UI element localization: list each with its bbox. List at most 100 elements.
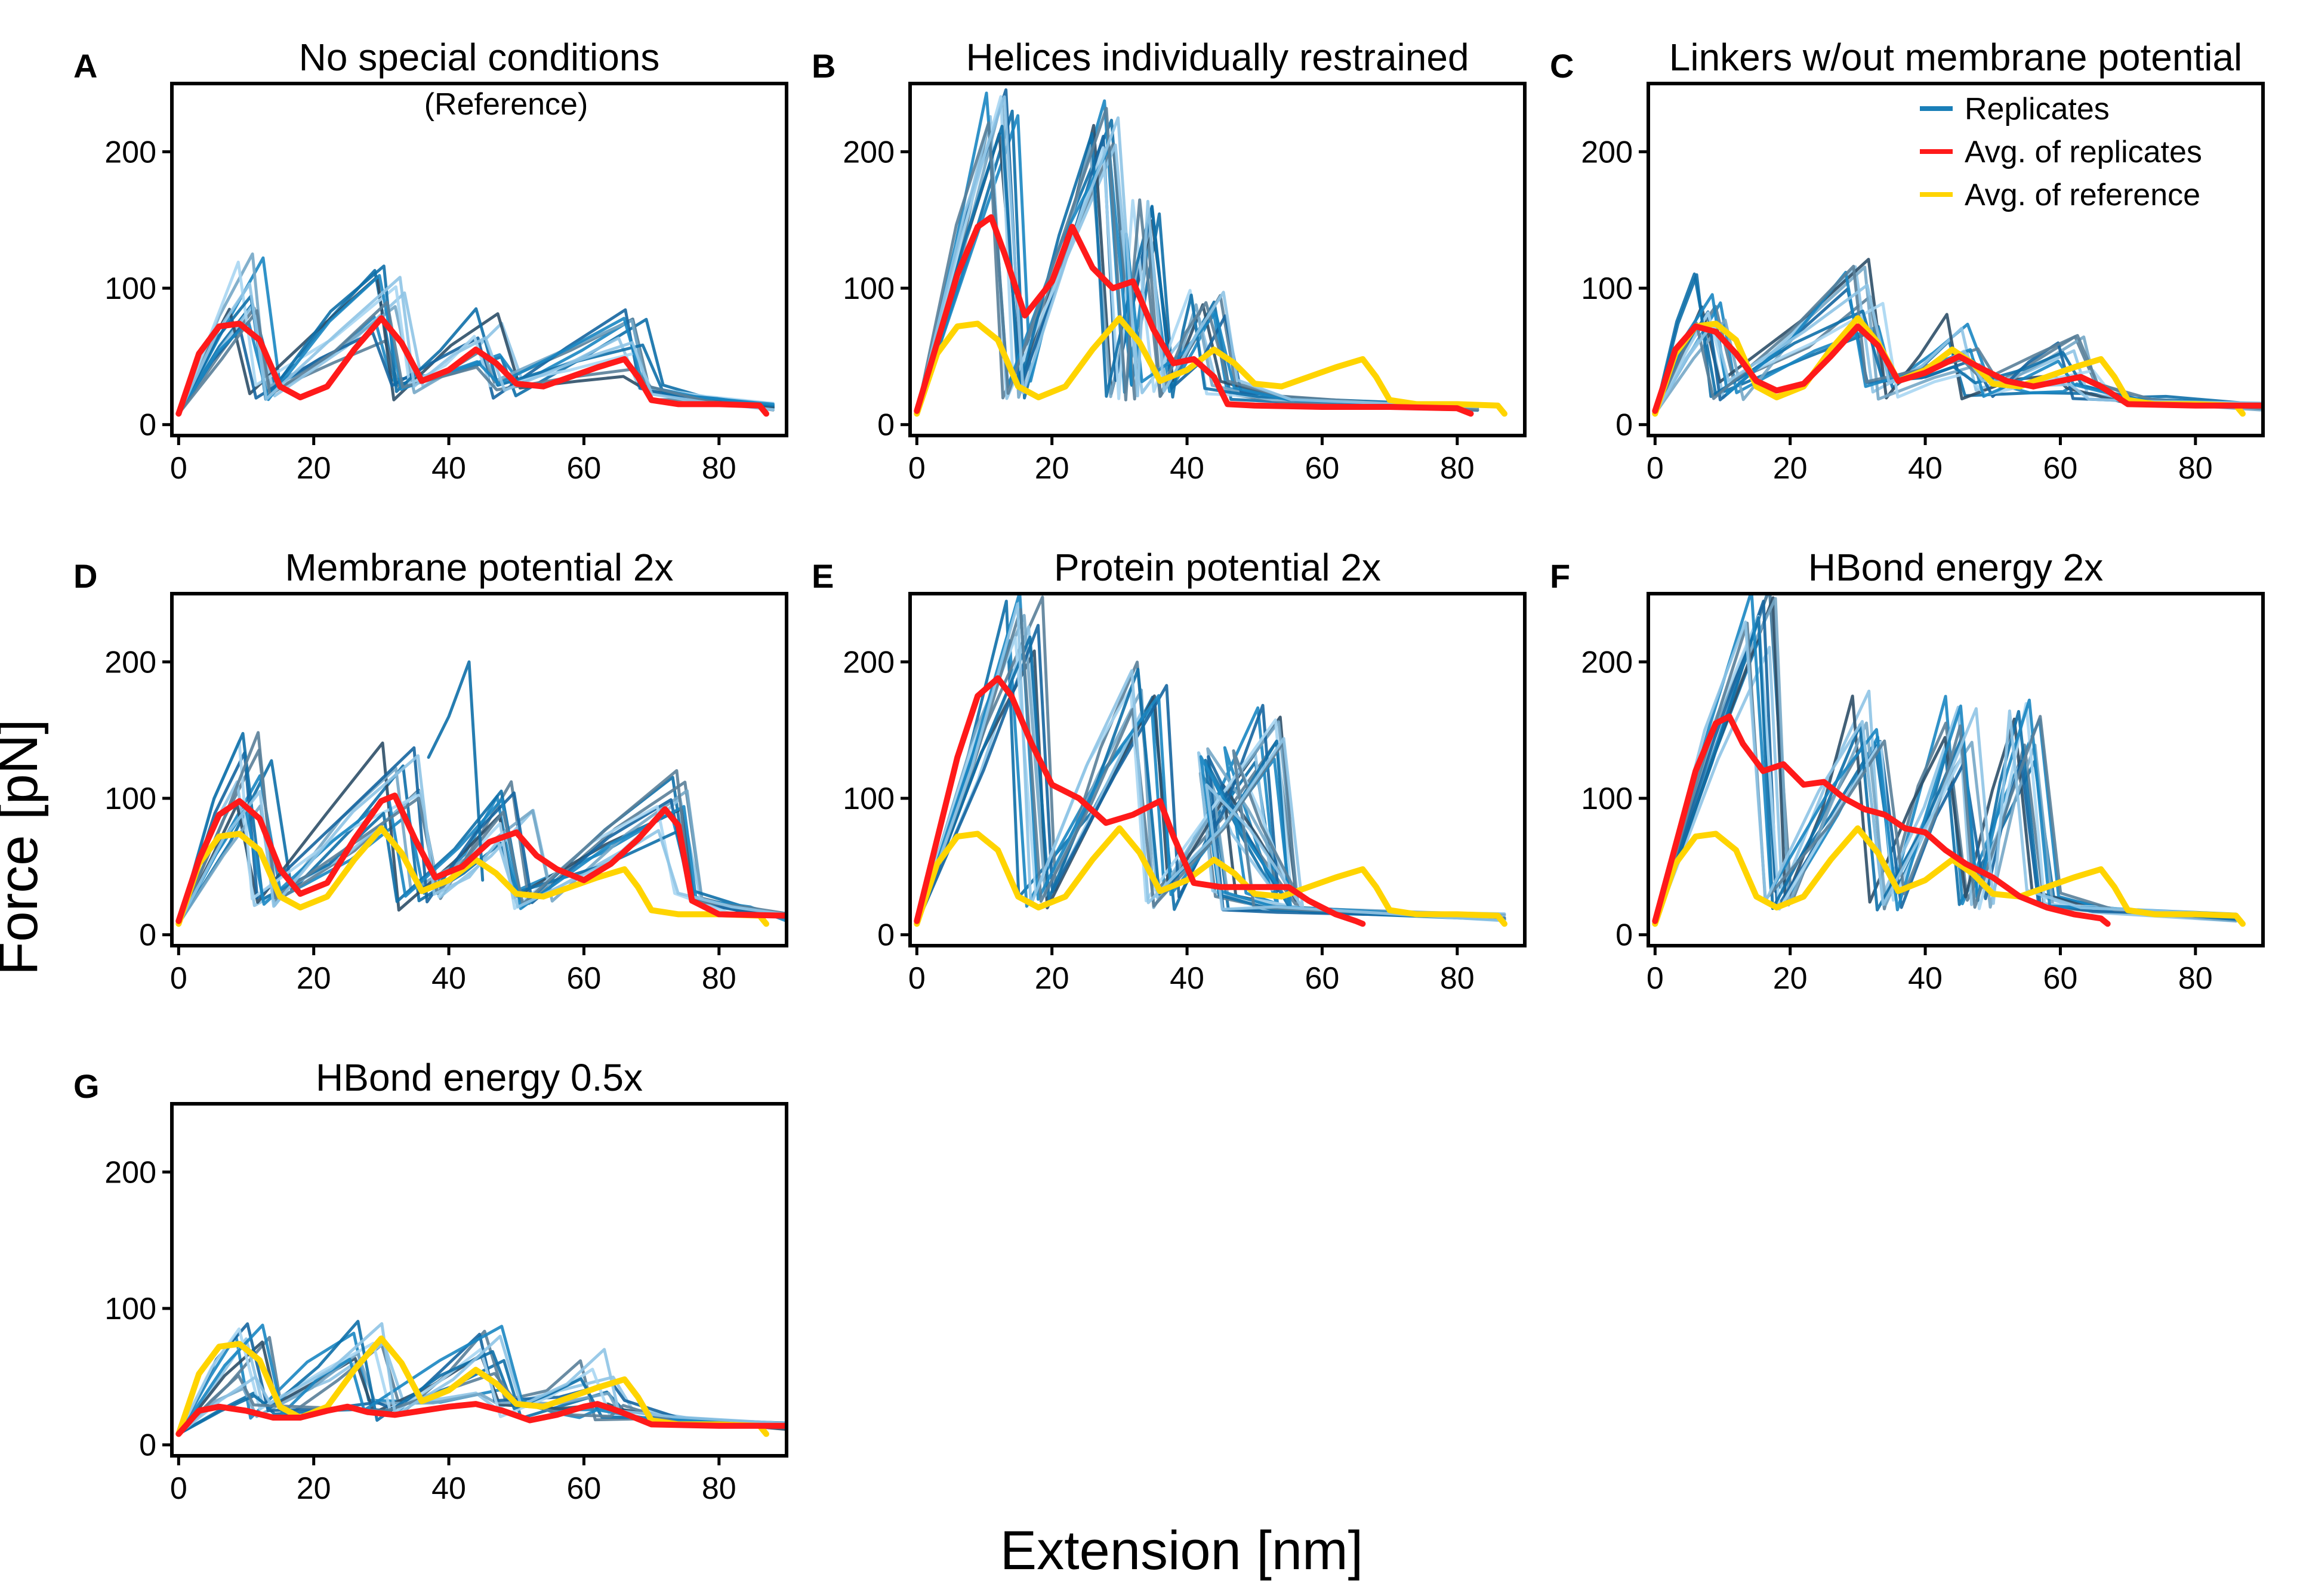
- panel-c: 0 20 40 60 80 0 100 200 Linkers w/out membrane p…: [1550, 36, 2265, 486]
- legend-label: Avg. of replicates: [1965, 135, 2202, 169]
- legend-label: Avg. of reference: [1965, 178, 2200, 212]
- plot-area: [1652, 258, 2263, 417]
- y-tick-label: 200: [104, 645, 156, 680]
- x-axis-title: Extension [nm]: [1000, 1520, 1364, 1581]
- x-tick-label: 20: [1035, 451, 1069, 486]
- panel-title: Protein potential 2x: [1054, 546, 1381, 589]
- avg-reference-line: [175, 1335, 769, 1437]
- replicate-line: [915, 95, 1479, 415]
- y-tick-label: 0: [1615, 918, 1633, 953]
- y-tick-label: 0: [877, 408, 895, 443]
- y-tick-label: 100: [843, 271, 895, 306]
- panel-title: Helices individually restrained: [966, 36, 1469, 79]
- panel-subtitle: (Reference): [424, 87, 588, 122]
- y-tick-label: 0: [877, 918, 895, 953]
- y-tick-label: 0: [1615, 408, 1633, 443]
- plot-frame: [908, 82, 1527, 437]
- y-tick-label: 100: [843, 782, 895, 816]
- panel-title: Linkers w/out membrane potential: [1669, 36, 2243, 79]
- plot-area: [175, 252, 775, 417]
- x-tick-label: 40: [431, 961, 466, 996]
- panel-title: HBond energy 0.5x: [316, 1056, 643, 1099]
- y-tick-label: 200: [104, 1155, 156, 1190]
- x-tick-label: 40: [431, 451, 466, 486]
- replicate-line: [177, 1337, 787, 1436]
- plot-area: [914, 594, 1507, 927]
- replicate-line: [1653, 273, 2263, 415]
- x-tick-label: 60: [2043, 961, 2078, 996]
- panel-b: 0 20 40 60 80 0 100 200 Helices individually res…: [812, 36, 1527, 486]
- x-tick-label: 0: [170, 1471, 187, 1506]
- legend: Replicates Avg. of replicates Avg. of refe…: [1920, 92, 2202, 212]
- x-tick-label: 20: [1773, 961, 1808, 996]
- x-tick-label: 80: [2178, 961, 2213, 996]
- x-tick-label: 40: [1908, 961, 1943, 996]
- x-tick-label: 80: [702, 451, 736, 486]
- avg-replicates-line: [1652, 713, 2111, 927]
- panel-letter: B: [812, 47, 835, 85]
- panel-letter: F: [1550, 557, 1570, 595]
- replicate-line: [177, 1327, 787, 1436]
- x-tick-label: 20: [1035, 961, 1069, 996]
- replicate-line: [177, 1323, 787, 1436]
- plot-area: [1652, 594, 2246, 927]
- y-tick-label: 0: [139, 918, 156, 953]
- y-tick-label: 0: [139, 1428, 156, 1463]
- panel-title: HBond energy 2x: [1808, 546, 2104, 589]
- y-tick-label: 200: [104, 135, 156, 169]
- panel-g: 0 20 40 60 80 0 100 200 HBond energy 0.5x G: [73, 1056, 788, 1506]
- replicate-line: [1653, 270, 2263, 415]
- x-tick-label: 80: [1440, 451, 1475, 486]
- replicate-line: [1653, 594, 2238, 925]
- plot-area: [175, 660, 787, 927]
- y-tick-label: 200: [1581, 645, 1633, 680]
- panel-letter: A: [73, 47, 97, 85]
- replicate-line: [915, 602, 1506, 925]
- panel-title: No special conditions: [299, 36, 660, 79]
- x-tick-label: 60: [567, 1471, 602, 1506]
- plot-frame: [1647, 592, 2265, 947]
- x-tick-label: 60: [2043, 451, 2078, 486]
- avg-replicates-line: [175, 315, 769, 417]
- replicate-line: [427, 660, 485, 882]
- panel-d: 0 20 40 60 80 0 100 200 Membrane potential 2x D: [73, 546, 788, 996]
- y-tick-label: 100: [1581, 271, 1633, 306]
- x-tick-label: 0: [170, 451, 187, 486]
- x-tick-label: 0: [908, 961, 926, 996]
- plot-frame: [170, 1102, 788, 1458]
- panel-letter: D: [73, 557, 97, 595]
- panel-letter: G: [73, 1067, 100, 1105]
- x-tick-label: 60: [567, 961, 602, 996]
- x-tick-label: 40: [1908, 451, 1943, 486]
- replicate-line: [1653, 258, 2263, 415]
- panel-letter: E: [812, 557, 834, 595]
- replicate-line: [915, 623, 1506, 925]
- avg-replicates-line: [914, 214, 1474, 417]
- x-tick-label: 0: [170, 961, 187, 996]
- y-tick-label: 100: [104, 271, 156, 306]
- x-tick-label: 80: [702, 1471, 736, 1506]
- x-tick-label: 80: [1440, 961, 1475, 996]
- avg-replicates-line: [175, 1401, 787, 1437]
- x-tick-label: 20: [1773, 451, 1808, 486]
- y-tick-label: 200: [1581, 135, 1633, 169]
- avg-reference-line: [914, 315, 1507, 417]
- plot-frame: [170, 592, 788, 947]
- x-tick-label: 20: [297, 961, 331, 996]
- replicate-line: [1653, 265, 2263, 415]
- panel-letter: C: [1550, 47, 1574, 85]
- y-tick-label: 100: [104, 1292, 156, 1326]
- x-tick-label: 20: [297, 1471, 331, 1506]
- plot-area: [914, 88, 1507, 417]
- y-tick-label: 200: [843, 135, 895, 169]
- y-axis-title: Force [pN]: [0, 719, 49, 975]
- avg-replicates-line: [1652, 323, 2263, 414]
- panel-f: 0 20 40 60 80 0 100 200 HBond energy 2x F: [1550, 546, 2265, 996]
- x-tick-label: 60: [1305, 451, 1340, 486]
- replicate-line: [1653, 272, 2263, 415]
- replicate-line: [1653, 264, 2263, 415]
- replicate-line: [1653, 596, 2238, 925]
- replicate-line: [177, 780, 787, 925]
